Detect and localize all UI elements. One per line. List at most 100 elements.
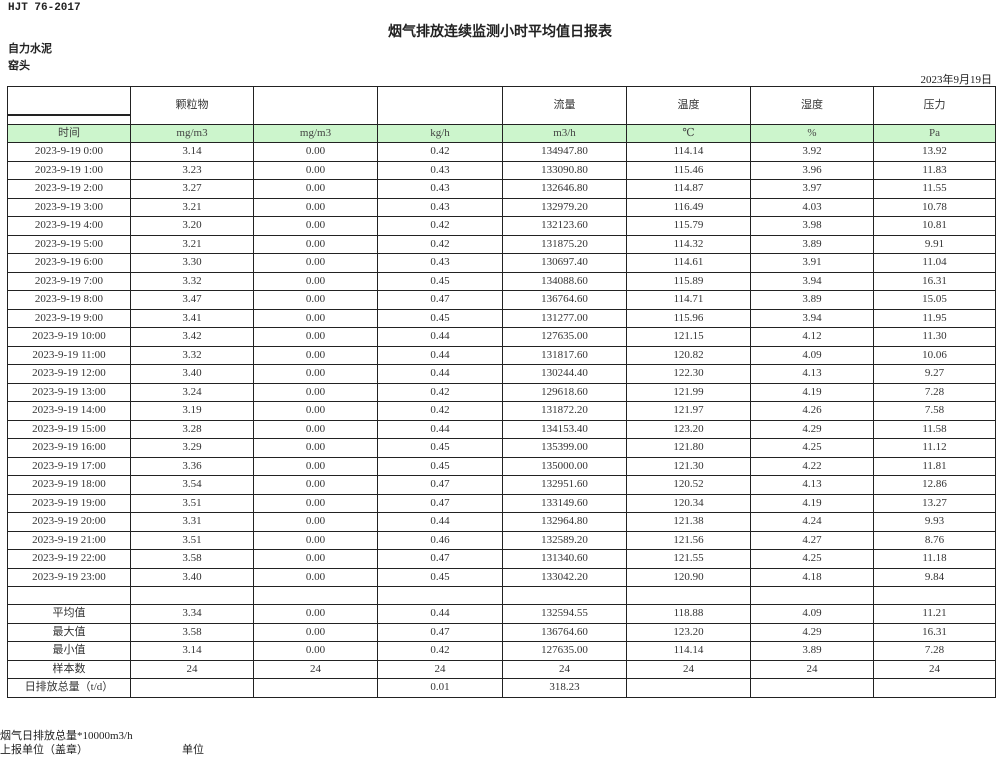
value-cell: 136764.60 bbox=[502, 290, 627, 310]
value-cell: 3.34 bbox=[130, 604, 254, 624]
unit-cell: ℃ bbox=[626, 124, 751, 143]
value-cell: 4.22 bbox=[750, 456, 874, 476]
value-cell: 3.21 bbox=[130, 234, 254, 254]
value-cell: 3.98 bbox=[750, 216, 874, 236]
value-cell: 4.25 bbox=[750, 438, 874, 458]
value-cell: 3.96 bbox=[750, 160, 874, 180]
value-cell: 0.00 bbox=[253, 216, 378, 236]
table-row: 2023-9-19 8:00 3.47 0.00 0.47 136764.60 114.7… bbox=[7, 290, 996, 310]
reporter-label: 上报单位（盖章） bbox=[0, 744, 88, 756]
row-label-cell: 2023-9-19 19:00 bbox=[7, 493, 131, 513]
value-cell: 114.87 bbox=[626, 179, 751, 199]
column-header: 颗粒物 bbox=[130, 86, 254, 125]
value-cell: 0.00 bbox=[253, 549, 378, 569]
value-cell: 134088.60 bbox=[502, 271, 627, 291]
value-cell: 3.58 bbox=[130, 622, 254, 642]
value-cell: 121.15 bbox=[626, 327, 751, 347]
value-cell: 0.00 bbox=[253, 401, 378, 421]
value-cell bbox=[750, 678, 874, 698]
value-cell: 131872.20 bbox=[502, 401, 627, 421]
value-cell: 10.81 bbox=[873, 216, 996, 236]
unit-cell: mg/m3 bbox=[253, 124, 378, 143]
value-cell: 120.90 bbox=[626, 567, 751, 587]
value-cell: 4.24 bbox=[750, 512, 874, 532]
value-cell: 114.32 bbox=[626, 234, 751, 254]
table-row: 2023-9-19 15:00 3.28 0.00 0.44 134153.40 123.… bbox=[7, 419, 996, 439]
value-cell: 136764.60 bbox=[502, 622, 627, 642]
value-cell: 13.92 bbox=[873, 142, 996, 162]
value-cell: 9.27 bbox=[873, 364, 996, 384]
value-cell: 16.31 bbox=[873, 622, 996, 642]
value-cell: 4.25 bbox=[750, 549, 874, 569]
value-cell: 0.47 bbox=[377, 493, 503, 513]
value-cell: 0.00 bbox=[253, 641, 378, 661]
value-cell: 24 bbox=[130, 659, 254, 679]
value-cell: 0.47 bbox=[377, 622, 503, 642]
value-cell: 132589.20 bbox=[502, 530, 627, 550]
value-cell: 132979.20 bbox=[502, 197, 627, 217]
value-cell: 0.44 bbox=[377, 512, 503, 532]
value-cell bbox=[750, 586, 874, 605]
value-cell: 3.91 bbox=[750, 253, 874, 273]
table-row: 2023-9-19 2:00 3.27 0.00 0.43 132646.80 114.8… bbox=[7, 179, 996, 199]
summary-row: 平均值 3.34 0.00 0.44 132594.55 118.88 4.09 11.21 bbox=[7, 604, 996, 624]
value-cell: 0.43 bbox=[377, 197, 503, 217]
value-cell: 0.43 bbox=[377, 160, 503, 180]
value-cell: 116.49 bbox=[626, 197, 751, 217]
unit-row: 时间 mg/m3 mg/m3 kg/h m3/h ℃ % Pa bbox=[7, 124, 996, 143]
table-row: 2023-9-19 6:00 3.30 0.00 0.43 130697.40 114.6… bbox=[7, 253, 996, 273]
value-cell: 3.51 bbox=[130, 493, 254, 513]
row-label-cell bbox=[7, 586, 131, 605]
value-cell: 129618.60 bbox=[502, 382, 627, 402]
value-cell: 4.29 bbox=[750, 419, 874, 439]
unit-cell: Pa bbox=[873, 124, 996, 143]
value-cell: 3.32 bbox=[130, 345, 254, 365]
column-header: 流量 bbox=[502, 86, 627, 125]
value-cell: 0.00 bbox=[253, 271, 378, 291]
value-cell: 0.00 bbox=[253, 567, 378, 587]
value-cell: 3.14 bbox=[130, 641, 254, 661]
value-cell: 0.00 bbox=[253, 179, 378, 199]
value-cell: 0.00 bbox=[253, 345, 378, 365]
value-cell: 3.29 bbox=[130, 438, 254, 458]
value-cell: 121.38 bbox=[626, 512, 751, 532]
value-cell: 9.84 bbox=[873, 567, 996, 587]
value-cell: 0.45 bbox=[377, 271, 503, 291]
row-label-cell: 平均值 bbox=[7, 604, 131, 624]
value-cell: 132951.60 bbox=[502, 475, 627, 495]
table-row: 2023-9-19 18:00 3.54 0.00 0.47 132951.60 120.… bbox=[7, 475, 996, 495]
table-row: 2023-9-19 9:00 3.41 0.00 0.45 131277.00 115.9… bbox=[7, 308, 996, 328]
value-cell: 4.03 bbox=[750, 197, 874, 217]
value-cell: 3.30 bbox=[130, 253, 254, 273]
table-row: 2023-9-19 21:00 3.51 0.00 0.46 132589.20 121.… bbox=[7, 530, 996, 550]
value-cell: 133042.20 bbox=[502, 567, 627, 587]
value-cell: 0.45 bbox=[377, 456, 503, 476]
table-row: 2023-9-19 7:00 3.32 0.00 0.45 134088.60 115.8… bbox=[7, 271, 996, 291]
column-header bbox=[253, 86, 378, 125]
value-cell: 132964.80 bbox=[502, 512, 627, 532]
value-cell: 3.94 bbox=[750, 271, 874, 291]
row-label-cell: 2023-9-19 6:00 bbox=[7, 253, 131, 273]
value-cell: 134153.40 bbox=[502, 419, 627, 439]
value-cell bbox=[626, 586, 751, 605]
value-cell: 11.81 bbox=[873, 456, 996, 476]
unit-cell: mg/m3 bbox=[130, 124, 254, 143]
value-cell: 24 bbox=[750, 659, 874, 679]
value-cell: 24 bbox=[626, 659, 751, 679]
row-label-cell: 2023-9-19 1:00 bbox=[7, 160, 131, 180]
value-cell: 9.93 bbox=[873, 512, 996, 532]
value-cell: 0.44 bbox=[377, 327, 503, 347]
value-cell: 4.19 bbox=[750, 382, 874, 402]
value-cell: 0.47 bbox=[377, 290, 503, 310]
value-cell: 4.29 bbox=[750, 622, 874, 642]
row-label-cell: 2023-9-19 0:00 bbox=[7, 142, 131, 162]
header-corner-cell bbox=[7, 86, 131, 125]
value-cell: 3.40 bbox=[130, 364, 254, 384]
value-cell: 3.20 bbox=[130, 216, 254, 236]
value-cell: 4.27 bbox=[750, 530, 874, 550]
value-cell: 132123.60 bbox=[502, 216, 627, 236]
value-cell: 133090.80 bbox=[502, 160, 627, 180]
value-cell: 127635.00 bbox=[502, 641, 627, 661]
value-cell: 122.30 bbox=[626, 364, 751, 384]
value-cell: 24 bbox=[377, 659, 503, 679]
